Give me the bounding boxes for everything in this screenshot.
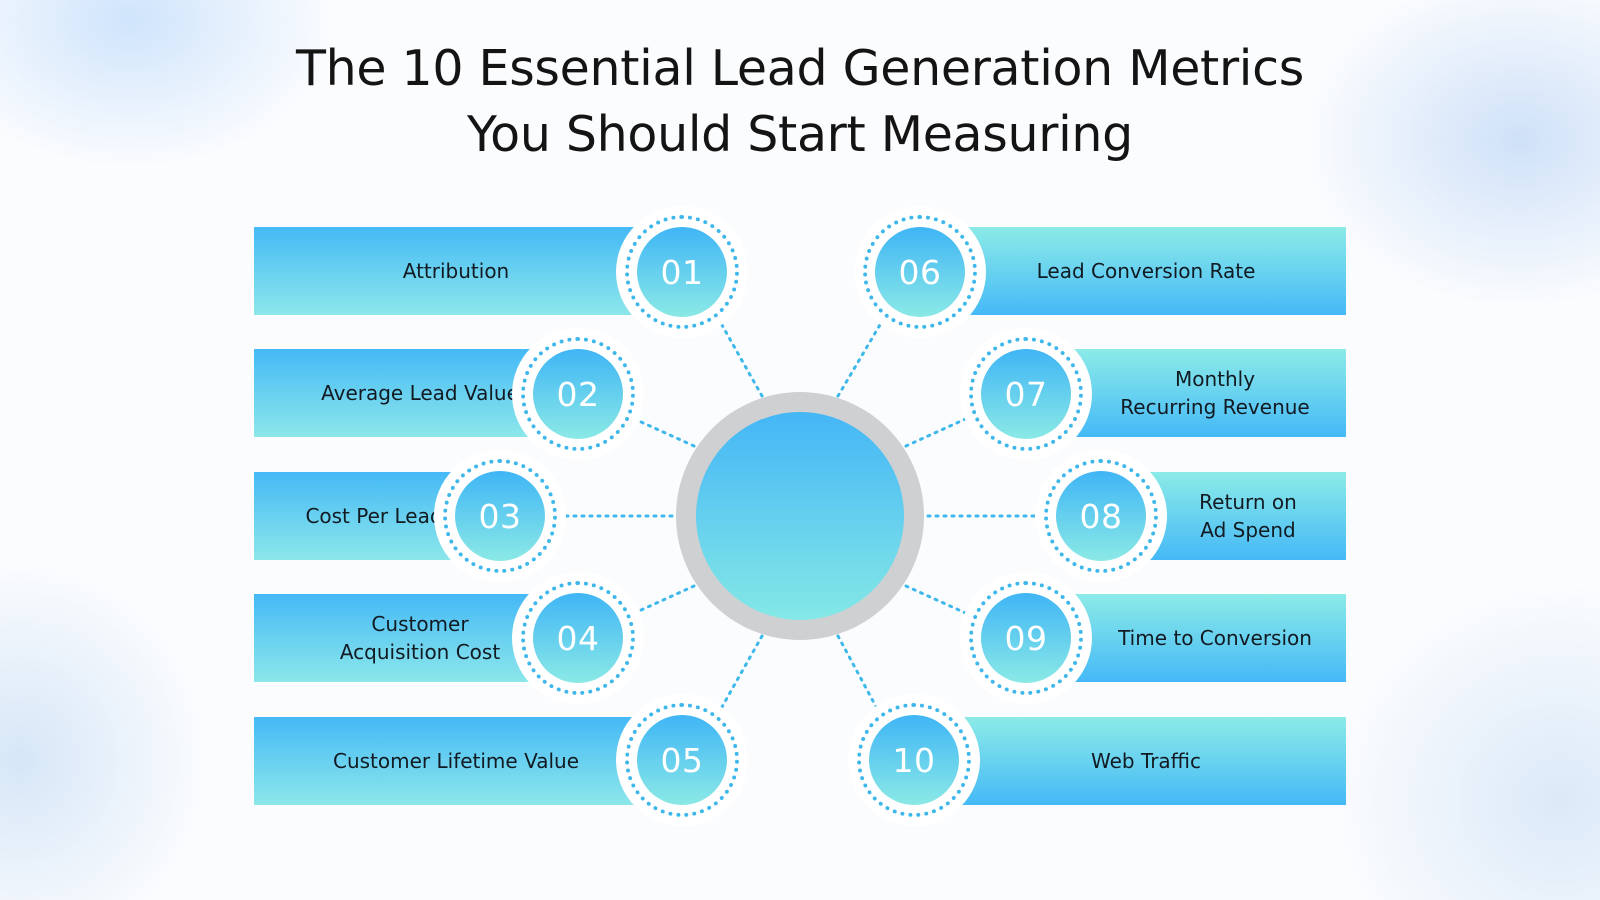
dotted-ring	[969, 337, 1083, 451]
metric-04-text-line-1: Customer	[371, 612, 469, 636]
number-disc: 03	[455, 471, 545, 561]
metric-label-attribution: Attribution	[254, 227, 674, 315]
number-disc: 07	[981, 349, 1071, 439]
badge-number: 01	[660, 252, 704, 292]
center-hub-circle	[676, 392, 924, 640]
metric-01-text: Attribution	[402, 259, 510, 283]
number-badge-08: 08	[1035, 450, 1167, 582]
metric-label-customer-lifetime-value: Customer Lifetime Value	[254, 717, 674, 805]
dotted-ring	[863, 215, 977, 329]
metric-03-text: Cost Per Lead	[305, 504, 443, 528]
badge-number: 06	[898, 252, 942, 292]
metric-07-text-line-2: Recurring Revenue	[1120, 395, 1310, 419]
number-badge-03: 03	[434, 450, 566, 582]
metric-04-text-line-2: Acquisition Cost	[339, 640, 501, 664]
number-badge-02: 02	[512, 328, 644, 460]
number-badge-05: 05	[616, 694, 748, 826]
metric-09-text: Time to Conversion	[1118, 626, 1312, 650]
number-disc: 04	[533, 593, 623, 683]
number-badge-10: 10	[848, 694, 980, 826]
metric-label-web-traffic: Web Traffic	[926, 717, 1346, 805]
number-disc: 02	[533, 349, 623, 439]
dotted-ring	[521, 337, 635, 451]
number-disc: 10	[869, 715, 959, 805]
number-disc: 06	[875, 227, 965, 317]
dotted-ring	[521, 581, 635, 695]
number-disc: 01	[637, 227, 727, 317]
connector-05	[716, 634, 764, 716]
number-disc: 08	[1056, 471, 1146, 561]
metric-02-text: Average Lead Value	[321, 381, 519, 405]
dotted-ring	[969, 581, 1083, 695]
badge-number: 08	[1079, 496, 1123, 536]
dotted-ring	[1044, 459, 1158, 573]
title-line-1: The 10 Essential Lead Generation Metrics	[296, 40, 1304, 97]
badge-number: 05	[660, 740, 704, 780]
metric-07-text-line-1: Monthly	[1174, 367, 1256, 391]
dotted-ring	[443, 459, 557, 573]
connector-09	[904, 584, 974, 618]
badge-number: 04	[556, 618, 600, 658]
metric-05-text: Customer Lifetime Value	[332, 749, 579, 773]
connector-07	[904, 414, 974, 448]
badge-number: 03	[478, 496, 522, 536]
badge-number: 07	[1004, 374, 1048, 414]
number-badge-01: 01	[616, 206, 748, 338]
metric-06-text: Lead Conversion Rate	[1036, 259, 1256, 283]
connector-01	[716, 316, 764, 398]
metric-08-text-line-1: Return on	[1199, 490, 1297, 514]
title-line-2: You Should Start Measuring	[467, 106, 1133, 163]
metric-label-lead-conversion-rate: Lead Conversion Rate	[926, 227, 1346, 315]
badge-number: 10	[892, 740, 936, 780]
number-badge-09: 09	[960, 572, 1092, 704]
number-badge-07: 07	[960, 328, 1092, 460]
number-badge-06: 06	[854, 206, 986, 338]
metric-10-text: Web Traffic	[1090, 749, 1202, 773]
connector-10	[836, 634, 882, 716]
dotted-ring	[857, 703, 971, 817]
metric-08-text-line-2: Ad Spend	[1200, 518, 1296, 542]
connector-06	[836, 316, 886, 398]
dotted-ring	[625, 215, 739, 329]
dotted-ring	[625, 703, 739, 817]
badge-number: 02	[556, 374, 600, 414]
number-badge-04: 04	[512, 572, 644, 704]
center-hub-inner	[696, 412, 904, 620]
number-disc: 09	[981, 593, 1071, 683]
page-title: The 10 Essential Lead Generation Metrics…	[0, 36, 1600, 168]
badge-number: 09	[1004, 618, 1048, 658]
number-disc: 05	[637, 715, 727, 805]
